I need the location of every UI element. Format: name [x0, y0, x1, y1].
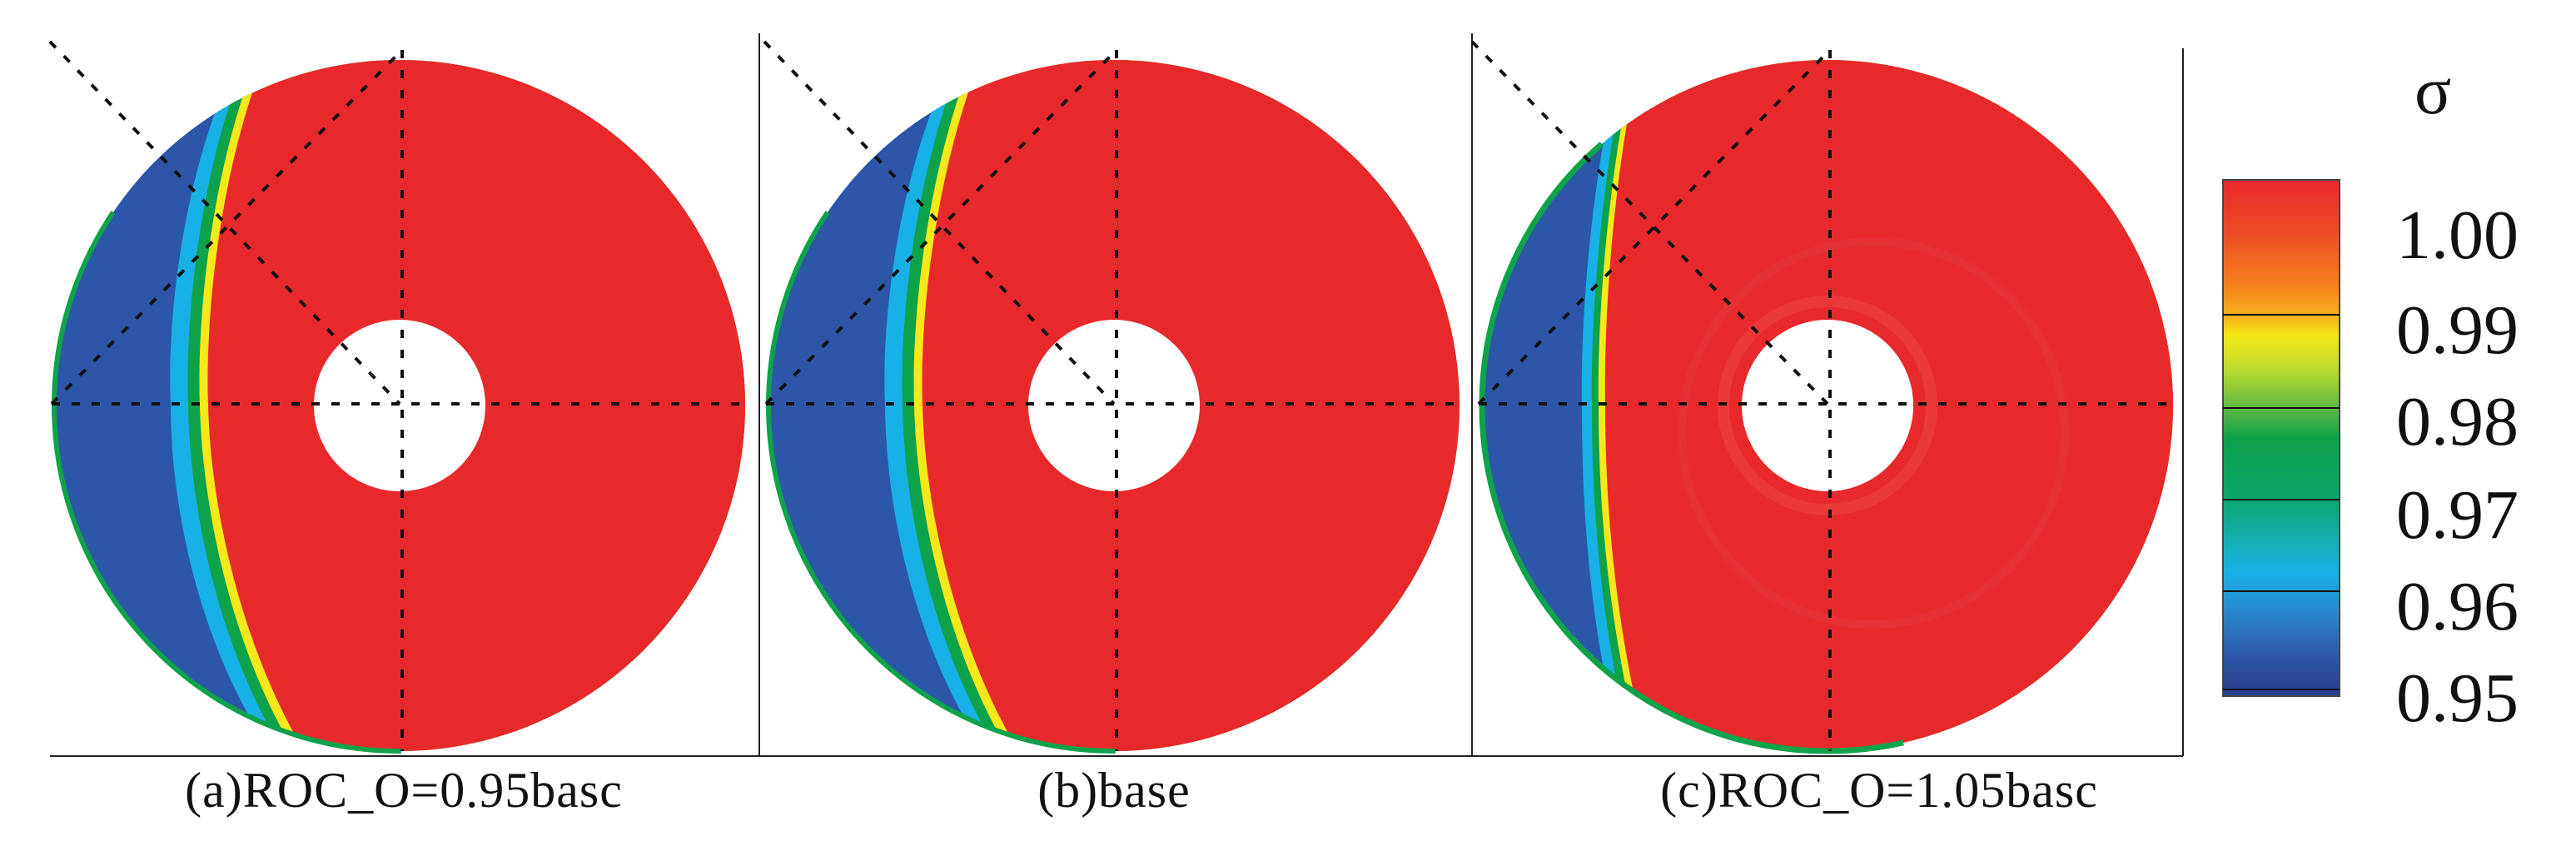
hub-hole — [1742, 320, 1913, 491]
caption-panel-b: (b)base — [1037, 763, 1191, 818]
panel-a — [48, 40, 749, 754]
colorbar-tick: 1.00 — [2396, 197, 2519, 274]
colorbar-tick: 0.95 — [2396, 659, 2519, 737]
colorbar — [2222, 179, 2340, 697]
colorbar-title: σ — [2414, 52, 2452, 128]
panel-c — [1470, 40, 2177, 754]
colorbar-tick: 0.97 — [2396, 476, 2519, 554]
panel-b — [763, 40, 1465, 754]
colorbar-tick: 0.98 — [2396, 383, 2519, 460]
colorbar-tick: 0.99 — [2396, 291, 2519, 369]
colorbar-tick: 0.96 — [2396, 568, 2519, 645]
caption-panel-c: (c)ROC_O=1.05basc — [1660, 763, 2098, 818]
caption-panel-a: (a)ROC_O=0.95basc — [185, 763, 623, 818]
